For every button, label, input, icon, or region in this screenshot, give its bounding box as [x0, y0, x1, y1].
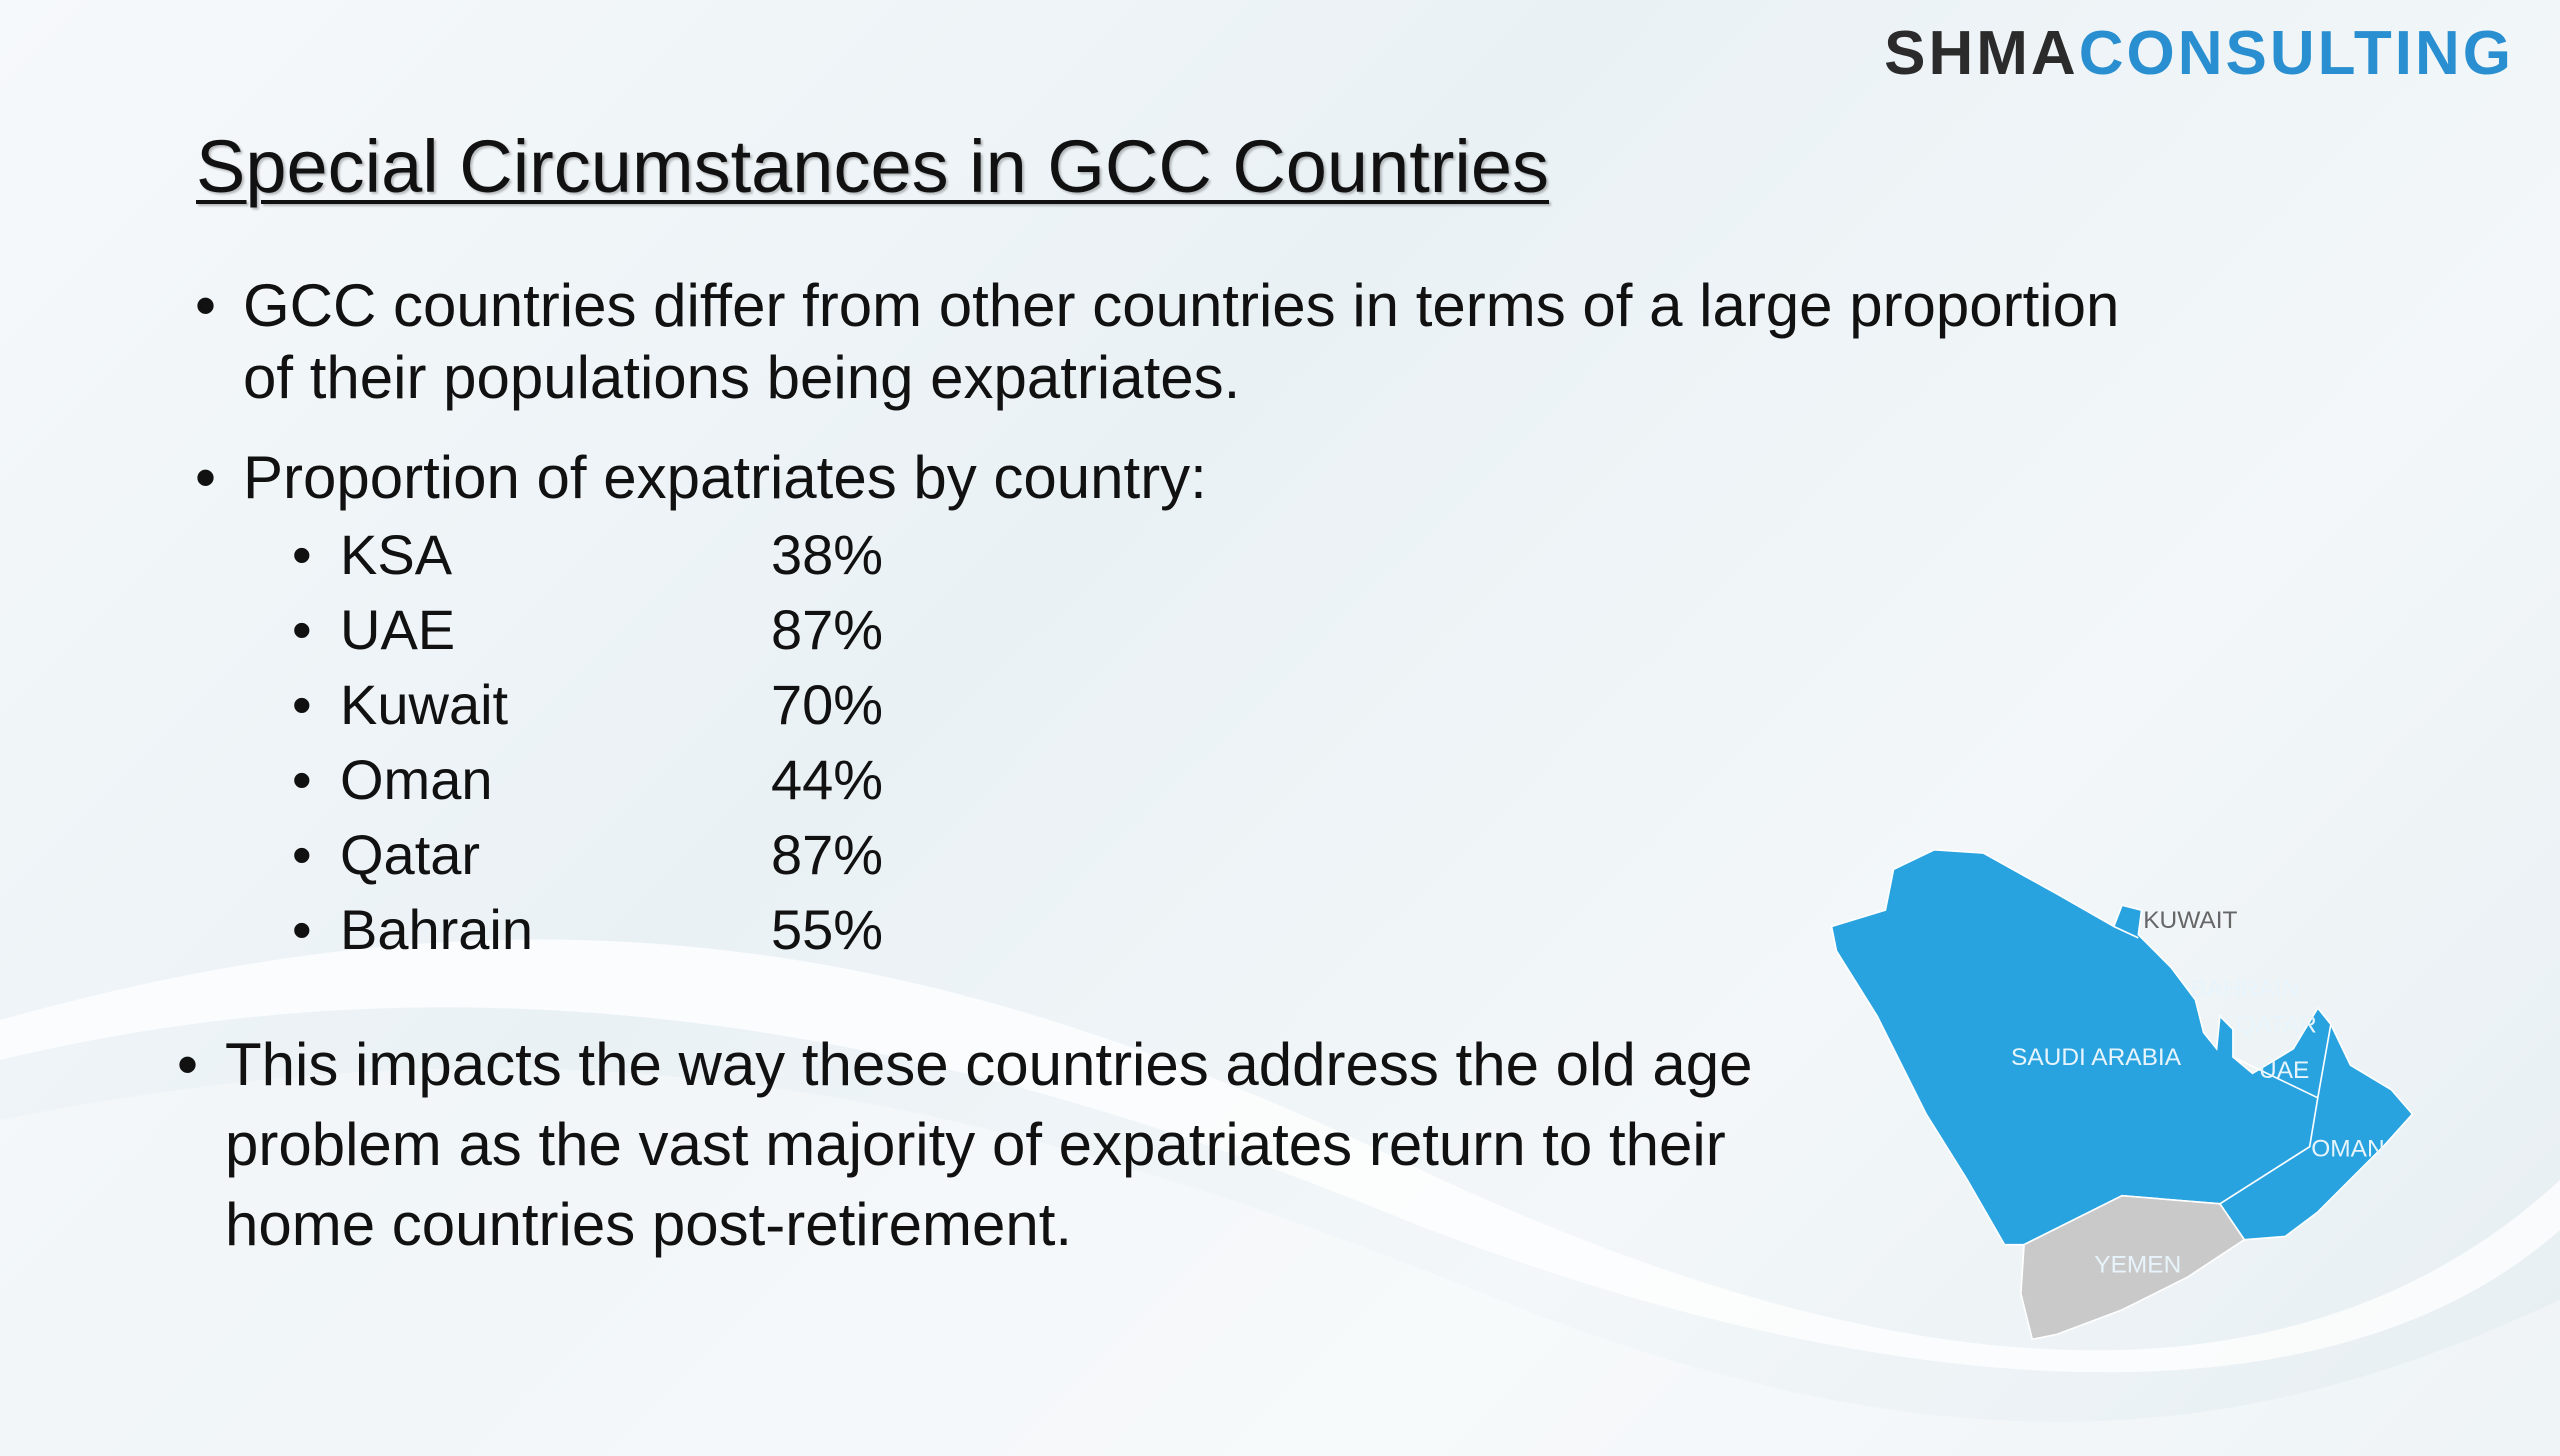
- bullet-text: Proportion of expatriates by country:: [243, 444, 1207, 511]
- country-value: 87%: [771, 823, 884, 886]
- country-value: 87%: [771, 598, 884, 661]
- map-label: UAE: [2259, 1057, 2309, 1084]
- map-label: KUWAIT: [2143, 907, 2237, 934]
- logo: SHMACONSULTING: [1884, 18, 2514, 89]
- bullet-text: GCC countries differ from other countrie…: [243, 272, 2120, 411]
- country-value: 70%: [771, 673, 884, 736]
- bullet-text: This impacts the way these countries add…: [225, 1031, 1753, 1258]
- logo-part: CONSULTING: [2078, 19, 2514, 88]
- peninsula: [1830, 848, 2414, 1246]
- country-name: Kuwait: [340, 673, 509, 736]
- map-label: QATAR: [2236, 1012, 2317, 1039]
- map-label: OMAN: [2311, 1136, 2384, 1163]
- country-value: 44%: [771, 748, 884, 811]
- country-name: Qatar: [340, 823, 481, 886]
- bullet: • GCC countries differ from other countri…: [195, 272, 2120, 411]
- slide-title: Special Circumstances in GCC Countries: [196, 125, 1550, 208]
- country-row: • Bahrain 55%: [292, 898, 884, 961]
- country-row: • Oman 44%: [292, 748, 884, 811]
- map-label: BAHRAIN: [2191, 976, 2300, 1003]
- bullet: • This impacts the way these countries ad…: [177, 1031, 1753, 1258]
- country-name: Oman: [340, 748, 493, 811]
- country-row: • Qatar 87%: [292, 823, 884, 886]
- border-lines: [2113, 925, 2332, 1205]
- country-name: KSA: [340, 523, 453, 586]
- country-value: 38%: [771, 523, 884, 586]
- map-label: YEMEN: [2094, 1251, 2181, 1278]
- country-name: Bahrain: [340, 898, 534, 961]
- country-value: 55%: [771, 898, 884, 961]
- map-label: SAUDI ARABIA: [2011, 1044, 2182, 1071]
- country-name: UAE: [340, 598, 456, 661]
- yemen: [2020, 1194, 2246, 1341]
- country-row: • KSA 38%: [292, 523, 884, 586]
- logo-part: SHMA: [1884, 19, 2079, 88]
- country-row: • UAE 87%: [292, 598, 884, 661]
- gcc-map: KUWAIT BAHRAIN QATAR SAUDI ARABIA UAE OM…: [1830, 848, 2414, 1341]
- bullet: • Proportion of expatriates by country:: [195, 444, 1207, 511]
- country-row: • Kuwait 70%: [292, 673, 884, 736]
